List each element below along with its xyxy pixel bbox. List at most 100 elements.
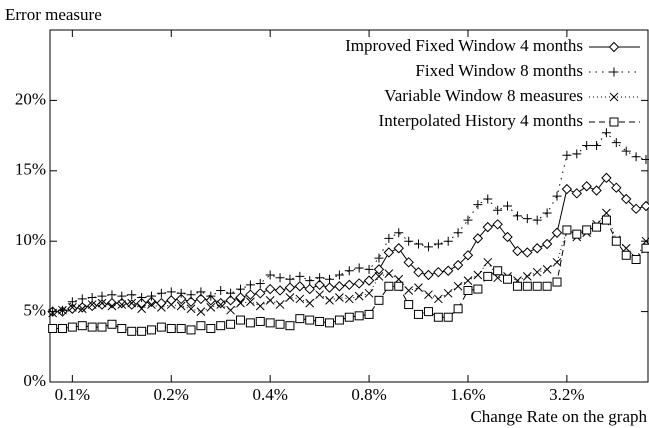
- marker: [443, 288, 453, 298]
- marker: [156, 288, 166, 298]
- marker: [473, 284, 483, 294]
- marker: [512, 245, 523, 257]
- marker: [226, 319, 236, 329]
- marker: [175, 293, 187, 305]
- marker: [325, 274, 335, 284]
- marker: [325, 295, 334, 305]
- marker: [264, 283, 276, 295]
- marker: [601, 128, 611, 138]
- legend-label: Fixed Window 8 months: [415, 61, 583, 80]
- marker: [206, 323, 216, 333]
- marker: [522, 247, 533, 258]
- marker: [146, 291, 156, 301]
- marker: [196, 307, 206, 316]
- marker: [216, 300, 226, 309]
- marker: [195, 293, 207, 305]
- x-tick-label: 0.4%: [252, 385, 287, 404]
- marker: [601, 172, 612, 184]
- legend-label: Variable Window 8 measures: [384, 86, 583, 105]
- marker: [641, 243, 649, 253]
- marker: [374, 295, 384, 305]
- marker: [404, 300, 414, 310]
- marker: [463, 276, 473, 285]
- marker: [275, 273, 285, 283]
- marker: [581, 181, 592, 192]
- marker: [552, 277, 562, 287]
- marker: [344, 294, 354, 304]
- marker: [443, 236, 453, 246]
- marker: [344, 279, 355, 291]
- marker: [473, 200, 483, 210]
- marker: [314, 279, 325, 291]
- marker: [394, 228, 404, 238]
- marker: [186, 325, 196, 335]
- marker: [512, 281, 522, 291]
- marker: [196, 287, 206, 297]
- x-tick-label: 1.6%: [450, 385, 485, 404]
- y-tick-label: 0%: [23, 371, 46, 390]
- marker: [57, 323, 67, 333]
- marker: [611, 236, 621, 246]
- marker: [473, 270, 483, 280]
- marker: [453, 281, 463, 291]
- y-axis-label: Error measure: [5, 5, 102, 24]
- marker: [502, 231, 513, 243]
- series: [48, 128, 649, 317]
- marker: [147, 300, 156, 309]
- x-axis-label: Change Rate on the graph: [470, 407, 647, 426]
- marker: [522, 272, 532, 281]
- legend-marker: [609, 67, 619, 77]
- marker: [265, 295, 275, 305]
- marker: [97, 291, 107, 301]
- marker: [582, 225, 592, 235]
- marker: [541, 238, 553, 250]
- marker: [640, 200, 649, 212]
- marker: [592, 140, 602, 150]
- x-tick-label: 0.8%: [351, 385, 386, 404]
- marker: [186, 304, 196, 314]
- marker: [295, 271, 305, 281]
- marker: [404, 286, 414, 295]
- marker: [255, 316, 265, 326]
- marker: [48, 308, 57, 318]
- marker: [424, 290, 433, 300]
- marker: [592, 222, 602, 232]
- marker: [235, 315, 245, 325]
- marker: [423, 242, 433, 252]
- x-tick-label: 0.1%: [55, 385, 90, 404]
- legend-label: Improved Fixed Window 4 months: [345, 36, 583, 55]
- marker: [176, 323, 186, 333]
- marker: [364, 264, 374, 274]
- marker: [325, 318, 335, 328]
- marker: [117, 300, 127, 309]
- marker: [453, 228, 463, 238]
- marker: [107, 301, 117, 311]
- marker: [137, 293, 147, 303]
- marker: [522, 214, 532, 224]
- marker: [572, 229, 582, 239]
- marker: [285, 274, 295, 284]
- marker: [621, 146, 631, 156]
- marker: [384, 233, 394, 243]
- marker: [364, 288, 374, 298]
- marker: [630, 203, 642, 215]
- marker: [265, 270, 275, 280]
- marker: [532, 281, 542, 291]
- marker: [472, 233, 484, 244]
- marker: [146, 296, 157, 307]
- marker: [334, 315, 344, 325]
- marker: [77, 321, 87, 331]
- marker: [176, 288, 186, 298]
- marker: [156, 297, 167, 309]
- y-tick-label: 10%: [15, 230, 46, 249]
- marker: [334, 270, 344, 280]
- marker: [245, 318, 255, 328]
- marker: [295, 314, 305, 324]
- marker: [146, 325, 156, 335]
- marker: [117, 291, 127, 301]
- marker: [582, 140, 592, 150]
- marker: [383, 247, 395, 258]
- y-tick-label: 20%: [15, 89, 46, 108]
- marker: [127, 290, 137, 300]
- marker: [86, 300, 98, 312]
